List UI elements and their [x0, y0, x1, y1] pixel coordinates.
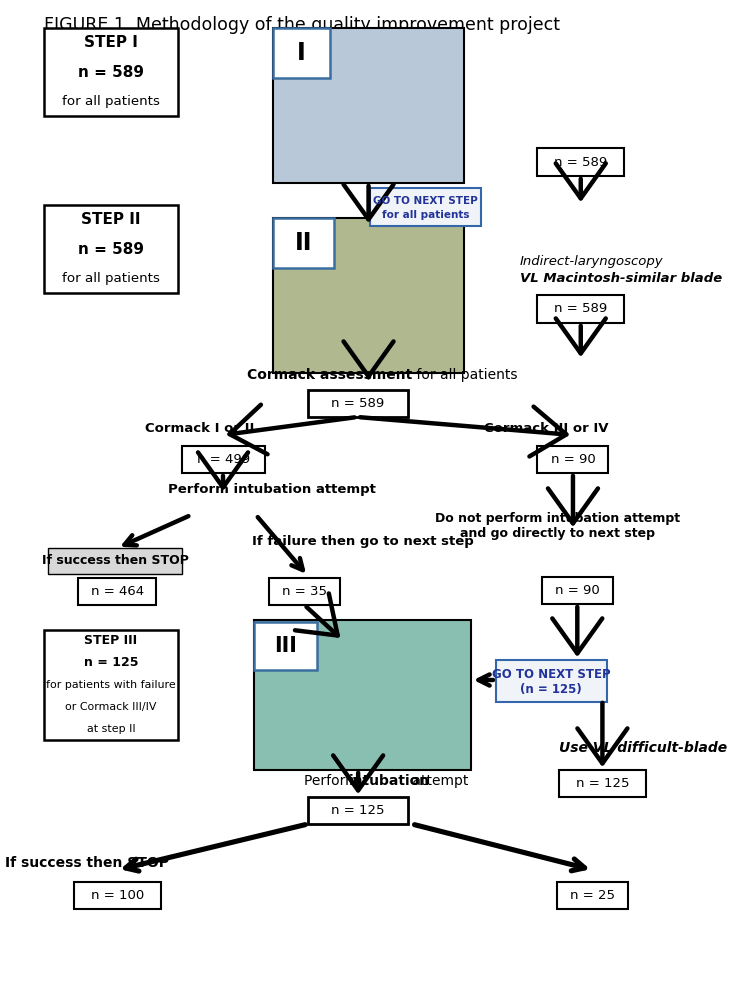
Text: Perform intubation attempt: Perform intubation attempt: [167, 483, 375, 496]
Text: attempt: attempt: [408, 774, 468, 788]
Text: for all patients: for all patients: [412, 368, 517, 382]
Text: (n = 125): (n = 125): [520, 683, 582, 696]
Bar: [255, 620, 471, 770]
Text: at step II: at step II: [87, 724, 135, 734]
Bar: [273, 218, 334, 268]
Bar: [78, 578, 156, 605]
Text: n = 589: n = 589: [331, 397, 384, 410]
Bar: [273, 218, 464, 373]
Text: GO TO NEXT STEP: GO TO NEXT STEP: [492, 668, 610, 681]
Text: n = 100: n = 100: [91, 889, 144, 902]
Text: n = 90: n = 90: [555, 584, 599, 597]
Text: Use VL difficult-blade: Use VL difficult-blade: [559, 741, 727, 754]
Text: II: II: [295, 231, 312, 255]
Text: Cormack assessment: Cormack assessment: [247, 368, 412, 382]
Text: for all patients: for all patients: [382, 209, 469, 219]
Text: n = 90: n = 90: [551, 453, 596, 466]
Text: n = 589: n = 589: [78, 241, 144, 257]
Bar: [308, 390, 408, 417]
Text: n = 125: n = 125: [576, 777, 629, 790]
Text: VL Macintosh-similar blade: VL Macintosh-similar blade: [520, 272, 722, 285]
Text: Cormack III or IV: Cormack III or IV: [484, 422, 608, 435]
Text: Do not perform intubation attempt
and go directly to next step: Do not perform intubation attempt and go…: [435, 512, 680, 540]
Bar: [370, 188, 481, 226]
Bar: [537, 446, 608, 473]
Bar: [269, 578, 340, 605]
Text: Indirect-laryngoscopy: Indirect-laryngoscopy: [520, 255, 664, 268]
Text: If success then STOP: If success then STOP: [41, 554, 189, 567]
Bar: [557, 882, 628, 909]
Text: GO TO NEXT STEP: GO TO NEXT STEP: [374, 196, 478, 206]
Text: III: III: [274, 636, 297, 656]
Text: n = 464: n = 464: [91, 585, 144, 598]
Text: n = 125: n = 125: [84, 657, 138, 670]
Text: for all patients: for all patients: [62, 272, 160, 285]
Bar: [48, 548, 182, 574]
Text: If failure then go to next step: If failure then go to next step: [252, 535, 474, 548]
Text: for all patients: for all patients: [62, 95, 160, 108]
Text: Cormack I or II: Cormack I or II: [145, 422, 255, 435]
Bar: [559, 770, 646, 797]
Text: STEP I: STEP I: [84, 35, 138, 50]
Bar: [542, 577, 613, 604]
Text: n = 25: n = 25: [571, 889, 616, 902]
Text: n = 125: n = 125: [331, 804, 385, 817]
Text: STEP III: STEP III: [84, 635, 138, 648]
Bar: [537, 295, 624, 323]
Text: If success then STOP: If success then STOP: [5, 856, 169, 870]
Bar: [496, 660, 607, 702]
Bar: [537, 148, 624, 176]
Text: n = 499: n = 499: [197, 453, 250, 466]
Bar: [44, 28, 178, 116]
Text: n = 589: n = 589: [554, 303, 608, 316]
Text: n = 589: n = 589: [78, 64, 144, 79]
Text: for patients with failure: for patients with failure: [46, 680, 175, 690]
Bar: [44, 630, 178, 740]
Text: I: I: [297, 41, 306, 65]
Bar: [44, 205, 178, 293]
Text: FIGURE 1. Methodology of the quality improvement project: FIGURE 1. Methodology of the quality imp…: [44, 16, 559, 34]
Bar: [273, 28, 329, 78]
Bar: [74, 882, 161, 909]
Bar: [182, 446, 265, 473]
Text: intubation: intubation: [349, 774, 430, 788]
Text: n = 35: n = 35: [282, 585, 327, 598]
Text: Perform: Perform: [303, 774, 363, 788]
Text: STEP II: STEP II: [81, 212, 141, 227]
Text: n = 589: n = 589: [554, 156, 608, 168]
Bar: [273, 28, 464, 183]
Bar: [255, 622, 317, 670]
Text: or Cormack III/IV: or Cormack III/IV: [65, 702, 157, 712]
Bar: [308, 797, 408, 824]
